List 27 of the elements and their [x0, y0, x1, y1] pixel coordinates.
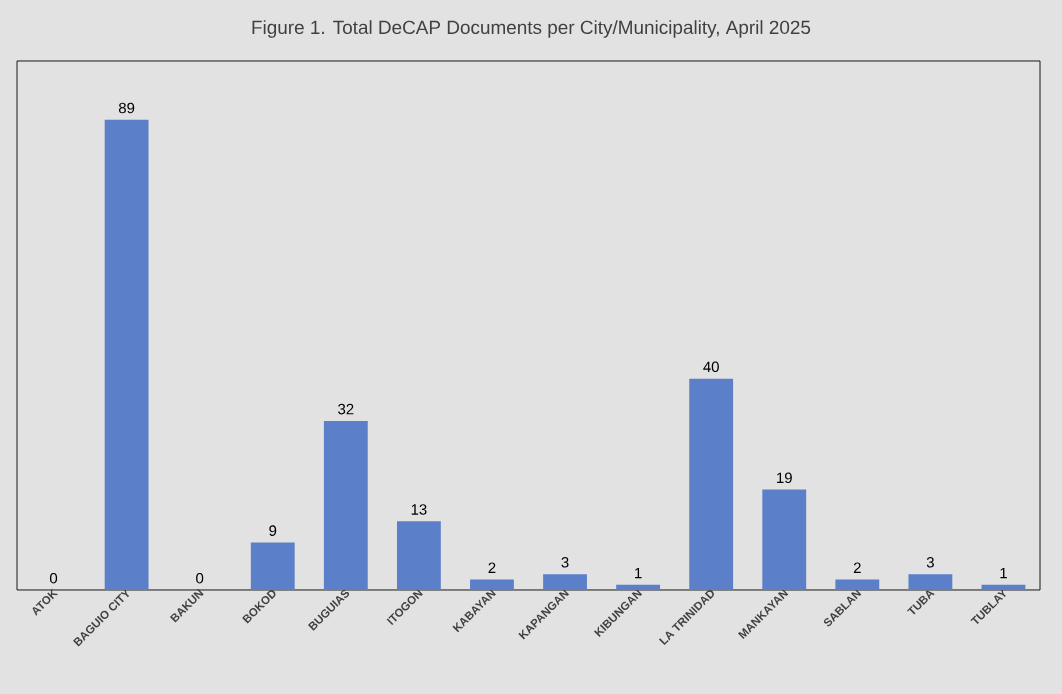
data-label: 0	[49, 572, 58, 584]
data-label: 3	[926, 557, 934, 568]
bar	[470, 579, 514, 590]
data-label: 9	[269, 525, 277, 536]
chart-title: Figure 1. Total DeCAP Documents per City/Municipality, April 2025	[252, 20, 811, 38]
data-label: 32	[338, 403, 354, 415]
data-label: 3	[561, 557, 569, 568]
data-label: 2	[853, 562, 861, 573]
bar	[981, 584, 1026, 590]
bar	[396, 521, 441, 590]
data-label: 19	[777, 472, 792, 484]
bar	[250, 542, 295, 590]
bar	[689, 378, 734, 590]
data-label: 89	[118, 102, 135, 114]
bar	[762, 489, 807, 590]
bar	[543, 574, 587, 590]
data-label: 1	[635, 567, 642, 579]
bar	[616, 584, 661, 590]
data-label: 13	[411, 504, 427, 515]
bar	[908, 574, 953, 590]
bar	[323, 420, 368, 590]
bar	[835, 579, 880, 590]
data-label: 1	[1000, 567, 1007, 579]
data-label: 0	[196, 572, 204, 584]
data-label: 2	[488, 562, 496, 573]
data-label: 40	[703, 361, 719, 373]
bar	[104, 119, 149, 590]
